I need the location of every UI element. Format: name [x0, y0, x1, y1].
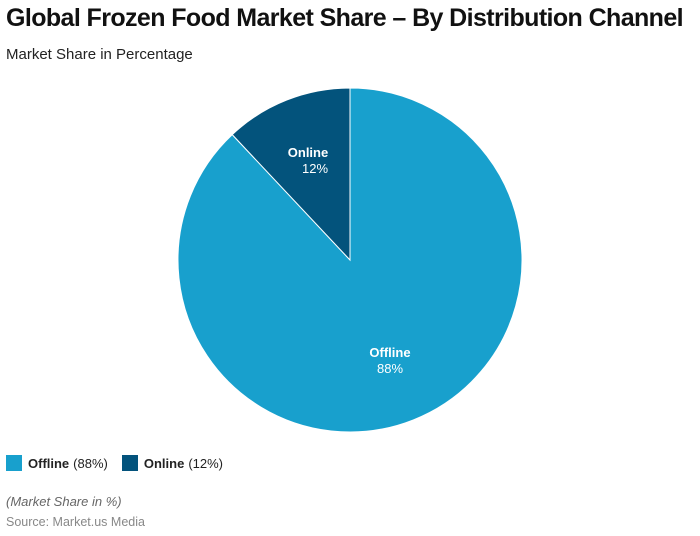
legend-label-online: Online [143, 455, 185, 471]
slice-label-offline-name: Offline [369, 345, 411, 360]
legend-item-online[interactable]: Online (12%) [121, 455, 223, 471]
slice-label-offline-value: 88% [376, 361, 404, 376]
pie-slice-online[interactable] [231, 87, 351, 262]
slice-label-online: Online 12% [280, 145, 336, 177]
chart-source: Source: Market.us Media [6, 515, 145, 529]
chart-note: (Market Share in %) [6, 494, 122, 509]
legend-swatch-offline [6, 455, 22, 471]
chart-legend: Offline (88%) Online (12%) [6, 455, 237, 471]
legend-swatch-online [121, 455, 138, 471]
legend-value-offline: (88%) [73, 455, 108, 471]
slice-label-online-value: 12% [301, 161, 329, 176]
chart-subtitle: Market Share in Percentage [6, 46, 193, 63]
legend-label-offline: Offline [28, 455, 70, 471]
legend-item-offline[interactable]: Offline (88%) [6, 455, 108, 471]
slice-label-offline: Offline 88% [360, 345, 420, 377]
legend-value-online: (12%) [188, 455, 223, 471]
chart-title: Global Frozen Food Market Share – By Dis… [6, 4, 684, 32]
slice-label-online-name: Online [287, 145, 329, 160]
